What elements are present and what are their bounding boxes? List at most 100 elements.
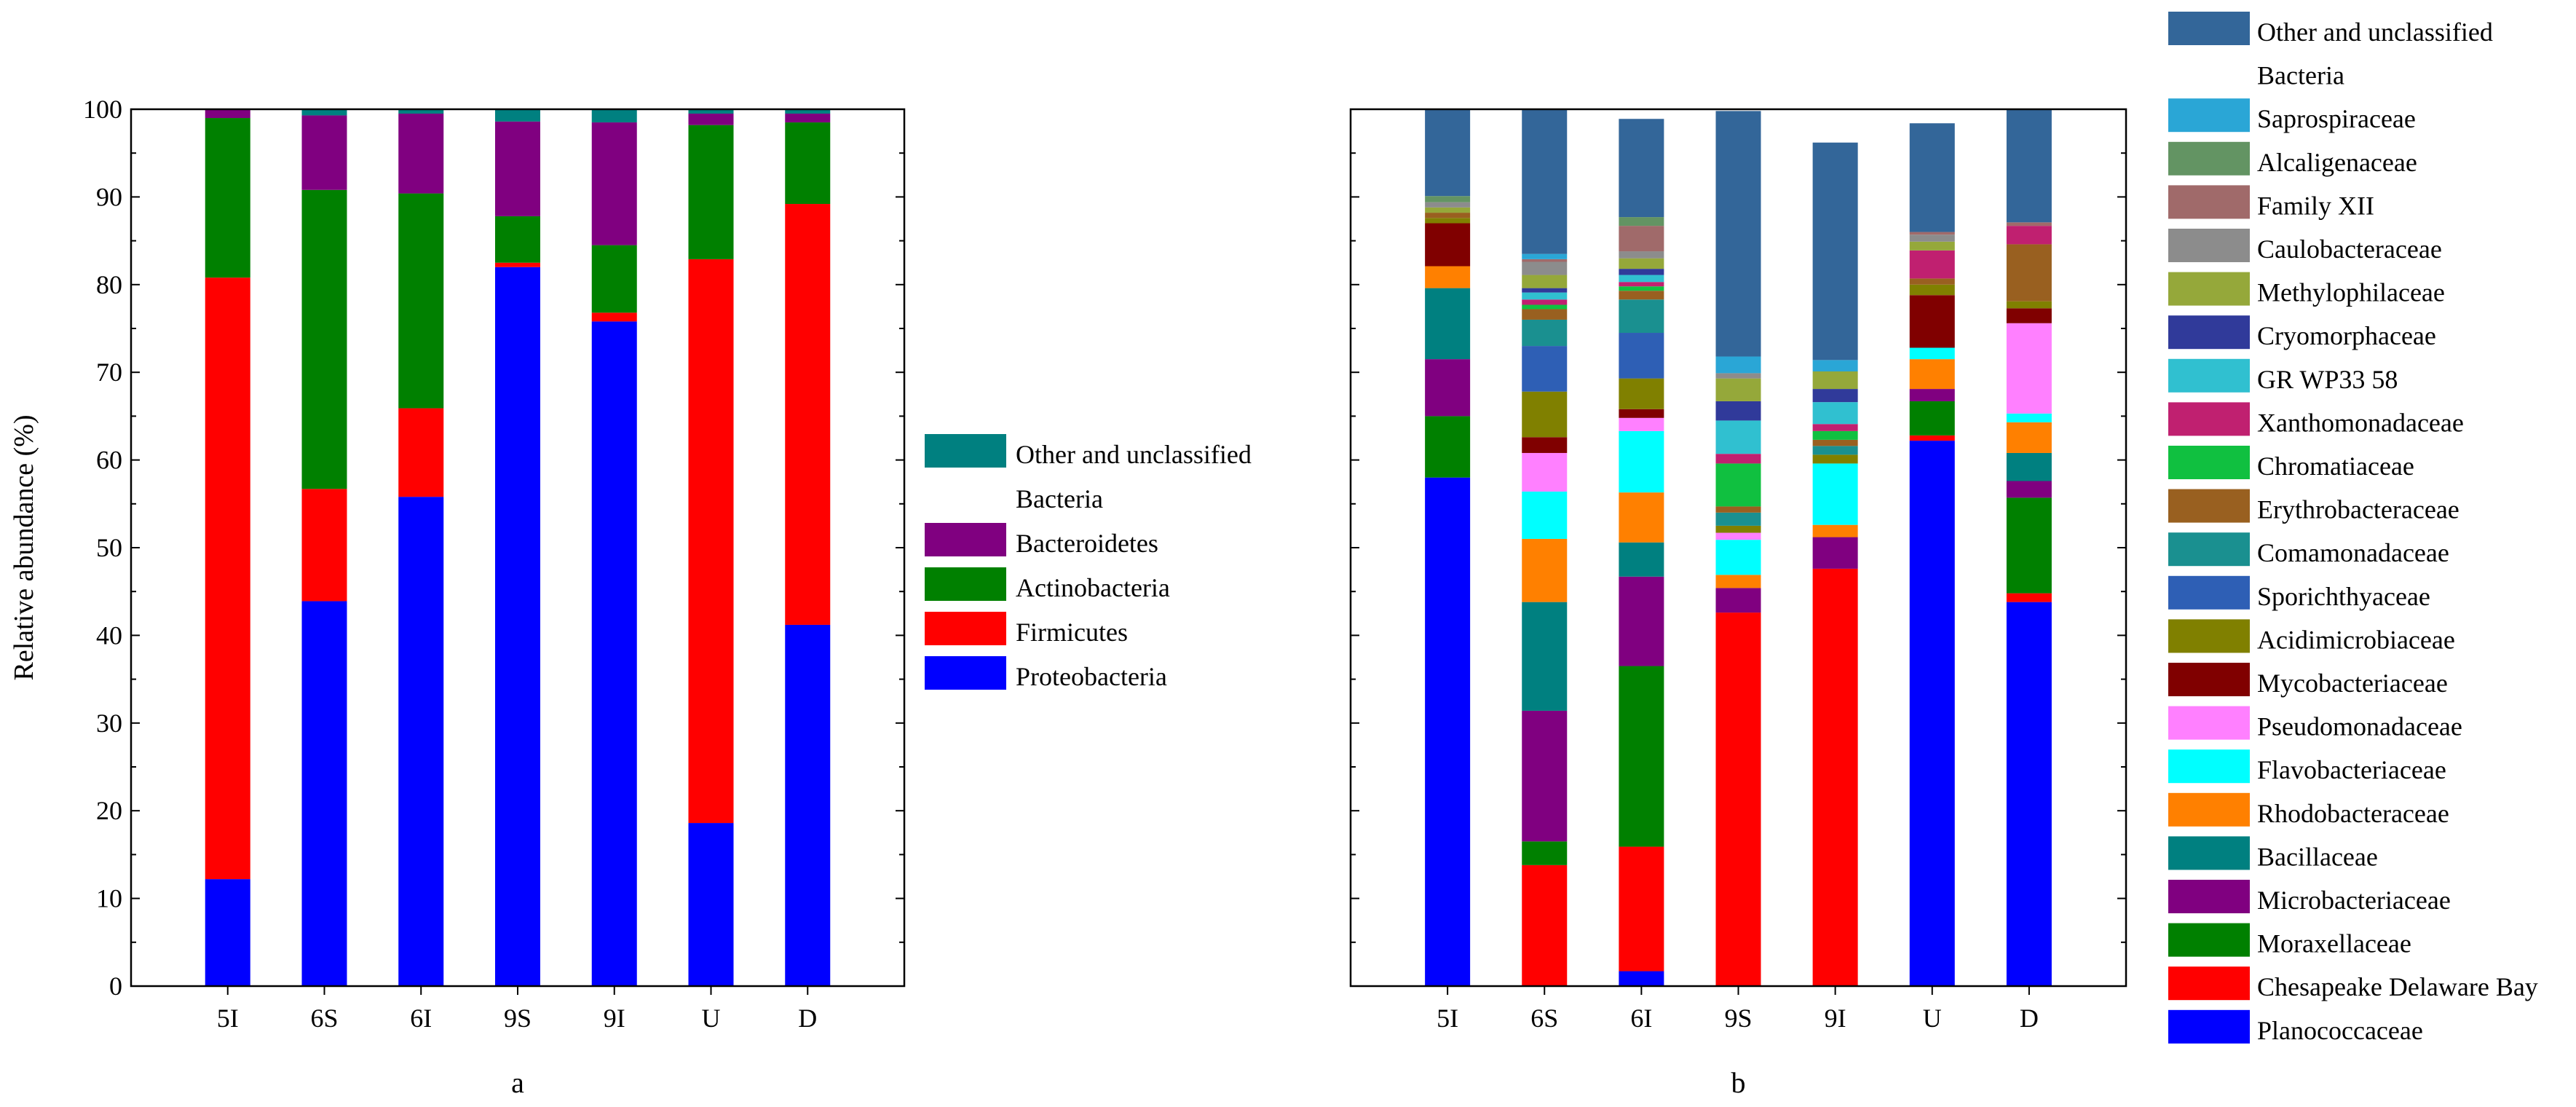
bar-segment [1619,258,1664,269]
bar-segment [1909,123,1955,232]
legend-swatch [2168,185,2250,219]
bar-segment [398,497,444,986]
bar-segment [1619,666,1664,847]
bar-segment [1425,207,1471,213]
bar-segment [301,189,347,489]
bar-segment [2006,413,2052,422]
bar-segment [1522,309,1568,320]
bar-segment [1619,291,1664,300]
y-tick-label: 80 [96,270,122,299]
legend-swatch [2168,836,2250,870]
legend-label: Firmicutes [1016,618,1128,647]
bar-segment [688,109,734,114]
bar-segment [1909,250,1955,279]
legend-label: Pseudomonadaceae [2257,712,2462,741]
x-tick-label: U [1923,1004,1942,1033]
legend-label: Acidimicrobiaceae [2257,625,2455,654]
bar-segment [2006,222,2052,226]
bar-segment [1425,213,1471,218]
panel-label: a [511,1066,524,1099]
y-tick-label: 60 [96,446,122,475]
bar-segment [1909,389,1955,401]
y-tick-label: 0 [109,972,122,1001]
bar-segment [1619,542,1664,577]
bar-segment [1909,441,1955,986]
legend-swatch [2168,229,2250,262]
x-tick-label: 9I [1825,1004,1846,1033]
y-tick-label: 40 [96,621,122,650]
legend-swatch [2168,402,2250,436]
bar-segment [688,125,734,259]
bar-segment [2006,481,2052,498]
y-tick-label: 70 [96,358,122,387]
legend-label: Other and unclassified [1016,440,1252,469]
legend-swatch [2168,141,2250,176]
x-tick-label: 9S [1724,1004,1752,1033]
bar-segment [785,204,831,625]
legend-swatch [2168,1009,2250,1044]
legend-label: Chesapeake Delaware Bay [2257,972,2538,1001]
bar-segment [2006,323,2052,414]
bar-segment [1425,266,1471,288]
bar-segment [1619,269,1664,275]
panel-b-chart: 5I 6S 6I 9S 9I U Db [1349,108,2127,1099]
legend-swatch [2168,315,2250,350]
bar-segment [1909,241,1955,251]
bar-segment [1425,477,1471,986]
bar-segment [1812,360,1858,371]
legend-label: Chromatiaceae [2257,452,2414,481]
bar-segment [1715,454,1761,464]
bar-segment [2006,308,2052,323]
bar-segment [1522,437,1568,453]
y-axis-title: Relative abundance (%) [9,414,39,680]
bar-segment [1522,253,1568,259]
legend-swatch [2168,12,2250,45]
bar-segment [1812,524,1858,537]
bar-segment [1715,588,1761,613]
bar-segment [591,109,637,123]
legend-label: Proteobacteria [1016,662,1167,691]
legend-swatch [925,434,1006,468]
legend-label: Caulobacteraceae [2257,235,2442,264]
bar-segment [1909,235,1955,242]
legend-label: Saprospiraceae [2257,104,2416,133]
bar-segment [1715,420,1761,454]
legend-swatch [2168,98,2250,133]
legend-swatch [2168,619,2250,653]
bar-segment [301,489,347,602]
bar-segment [2006,497,2052,594]
bar-segment [1619,119,1664,218]
legend-swatch [2168,706,2250,740]
bar-segment [1909,359,1955,390]
legend-label: Rhodobacteraceae [2257,799,2449,828]
bar-segment [301,601,347,986]
y-tick-label: 50 [96,533,122,562]
bar-segment [1715,111,1761,357]
legend-swatch [925,567,1006,601]
bar-segment [1619,430,1664,493]
legend-swatch [2168,446,2250,479]
bar-segment [1522,602,1568,711]
y-tick-label: 10 [96,884,122,913]
legend-label: Sporichthyaceae [2257,582,2430,611]
bar-segment [1619,576,1664,666]
legend-swatch [2168,489,2250,523]
panel-label: b [1731,1066,1746,1099]
bar-segment [1522,261,1568,275]
bar-segment [1812,446,1858,455]
bar-segment [495,216,540,263]
bar-segment [1812,424,1858,431]
bar-segment [1909,435,1955,441]
bar-segment [1715,512,1761,526]
legend-label: Flavobacteriaceae [2257,755,2446,784]
legend-swatch [2168,923,2250,957]
bar-segment [1909,278,1955,285]
legend-swatch [2168,966,2250,1001]
bar-segment [1715,401,1761,421]
legend-label: Alcaligenaceae [2257,148,2417,177]
bar-segment [1619,846,1664,972]
bar-segment [688,259,734,824]
bar-segment [1522,292,1568,300]
bar-segment [1425,288,1471,360]
